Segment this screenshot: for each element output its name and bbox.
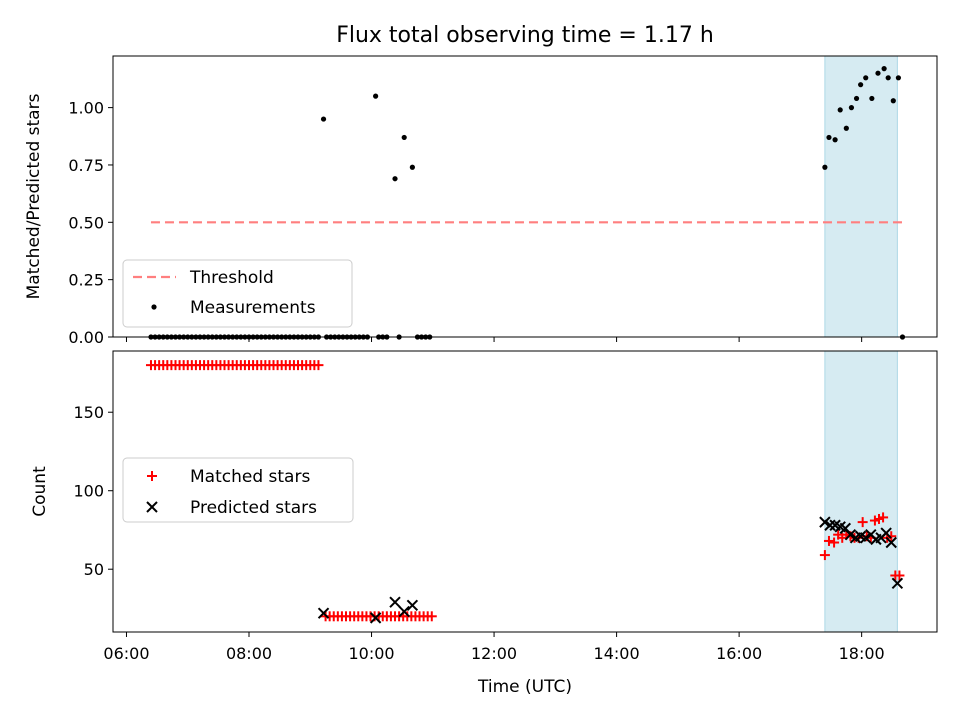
legend-matched-swatch — [147, 471, 157, 481]
legend-predicted-swatch — [146, 501, 158, 513]
measurement-point — [826, 134, 832, 141]
legend-threshold-label: Threshold — [189, 268, 274, 288]
predicted-star-point — [891, 577, 904, 590]
predicted-star-point — [819, 516, 831, 528]
bottom-data-marks — [145, 360, 905, 624]
matched-star-point — [829, 537, 840, 548]
top-axes-frame — [112, 55, 938, 338]
top-y-tick-label: 0.00 — [68, 328, 104, 347]
legend-measurements-swatch — [151, 304, 157, 310]
predicted-star-point — [317, 607, 330, 619]
x-tick-label: 16:00 — [716, 644, 762, 663]
predicted-star-point — [844, 528, 857, 541]
top-panel: 0.00 0.25 0.50 0.75 1.00 Matched/Predicted s… — [24, 55, 938, 347]
measurement-point — [881, 66, 887, 72]
predicted-star-point — [369, 612, 382, 624]
bottom-y-tick-label: 100 — [73, 482, 104, 501]
matched-star-point — [313, 360, 324, 371]
bottom-shaded-span — [824, 350, 898, 633]
top-shaded-span — [824, 55, 898, 338]
measurement-point — [885, 75, 891, 81]
bottom-axis-ticks: 50 100 150 06:00 08:00 10:00 12:00 14:00 16:00 18… — [73, 403, 884, 663]
matched-star-point — [426, 611, 437, 622]
measurement-point — [853, 95, 860, 102]
matched-star-point — [894, 570, 905, 581]
measurement-point — [858, 82, 864, 88]
x-tick-label: 08:00 — [226, 644, 272, 663]
measurement-point — [401, 134, 407, 141]
x-tick-label: 18:00 — [839, 644, 885, 663]
top-legend-box — [122, 259, 353, 328]
predicted-star-point — [824, 519, 836, 531]
bottom-y-tick-label: 150 — [73, 403, 104, 422]
measurement-point — [848, 105, 855, 111]
top-axis-ticks: 0.00 0.25 0.50 0.75 1.00 — [68, 99, 863, 347]
predicted-star-point — [885, 536, 897, 549]
bottom-axes-frame — [112, 350, 938, 633]
predicted-star-point — [880, 527, 892, 539]
measurement-point — [890, 98, 896, 104]
measurement-point — [822, 164, 828, 170]
bottom-legend-box — [122, 457, 354, 523]
matched-star-point — [857, 517, 868, 528]
measurement-point — [869, 95, 875, 102]
measurement-point — [320, 116, 327, 122]
x-tick-label: 06:00 — [103, 644, 149, 663]
top-legend: Threshold Measurements — [122, 259, 353, 328]
bottom-legend: Matched stars Predicted stars — [122, 457, 354, 523]
measurement-point — [875, 70, 881, 76]
x-tick-label: 12:00 — [471, 644, 517, 663]
x-axis-label: Time (UTC) — [477, 677, 572, 697]
predicted-star-point — [389, 596, 401, 608]
legend-matched-label: Matched stars — [190, 467, 310, 487]
measurement-point — [837, 107, 843, 113]
matched-star-point — [823, 535, 834, 546]
top-y-axis-label: Matched/Predicted stars — [24, 93, 44, 299]
x-tick-label: 14:00 — [594, 644, 640, 663]
top-y-tick-label: 1.00 — [68, 99, 104, 118]
measurement-point — [843, 125, 849, 131]
predicted-star-point — [406, 599, 419, 612]
measurement-point — [832, 137, 838, 143]
x-tick-label: 10:00 — [348, 644, 394, 663]
chart-title: Flux total observing time = 1.17 h — [336, 23, 714, 48]
measurement-point — [895, 75, 902, 81]
top-y-tick-label: 0.25 — [68, 271, 104, 290]
top-y-tick-label: 0.75 — [68, 156, 104, 175]
matched-star-point — [878, 512, 889, 523]
bottom-panel: 50 100 150 06:00 08:00 10:00 12:00 14:00 16:00 18… — [30, 350, 938, 697]
predicted-star-point — [860, 532, 872, 544]
measurement-point — [392, 176, 398, 182]
matched-star-point — [819, 550, 830, 561]
legend-predicted-label: Predicted stars — [190, 498, 317, 518]
bottom-y-tick-label: 50 — [84, 560, 104, 579]
bottom-y-axis-label: Count — [30, 466, 50, 517]
legend-measurements-label: Measurements — [190, 298, 316, 318]
measurement-point — [373, 93, 379, 99]
measurement-point — [863, 75, 869, 81]
predicted-star-point — [398, 605, 410, 618]
measurement-point — [409, 164, 415, 170]
top-y-tick-label: 0.50 — [68, 213, 104, 232]
